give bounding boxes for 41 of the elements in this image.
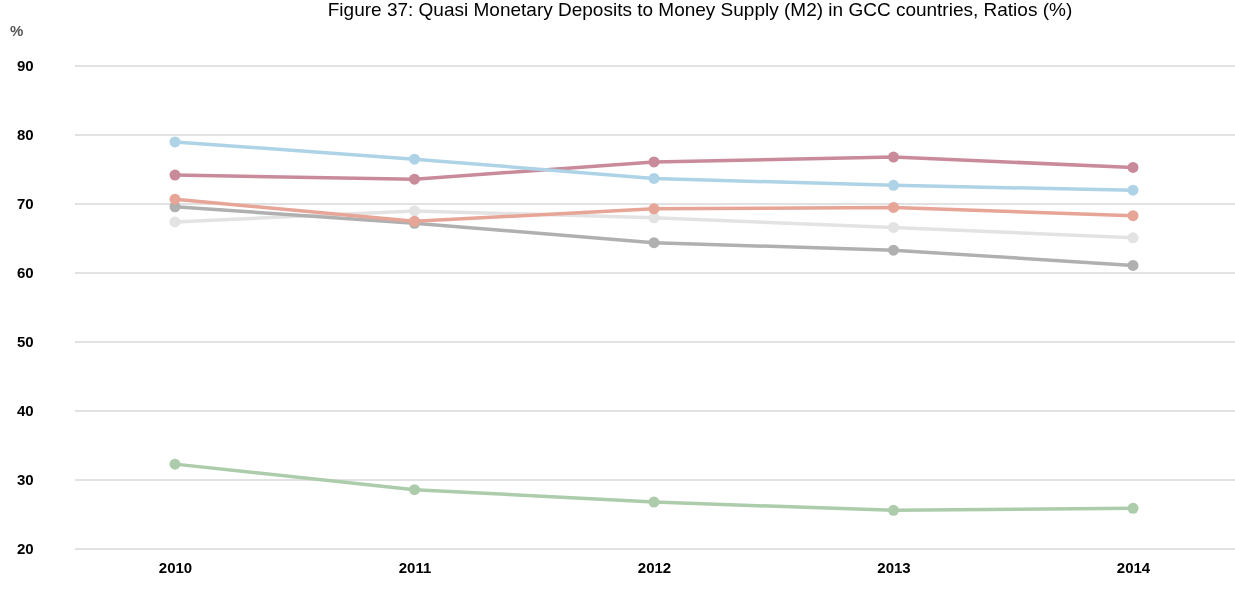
y-tick-label: 90 [17, 57, 34, 75]
y-tick-label: 60 [17, 264, 34, 282]
x-tick-label: 2011 [398, 558, 432, 576]
y-tick-label: 40 [17, 402, 34, 420]
point [648, 203, 660, 215]
point [409, 484, 420, 496]
point [169, 136, 181, 148]
x-tick-label: 2014 [1116, 558, 1151, 576]
x-tick-label: 2012 [637, 558, 672, 576]
point [169, 193, 181, 205]
y-tick-label: 70 [17, 195, 34, 213]
x-tick-label: 2013 [877, 558, 911, 576]
point [1127, 161, 1139, 173]
point [888, 179, 899, 191]
point [169, 458, 181, 470]
point [888, 201, 899, 213]
y-tick-label: 30 [17, 471, 34, 489]
point [1127, 210, 1139, 222]
point [648, 156, 660, 168]
point [169, 169, 181, 181]
point [169, 216, 181, 228]
point [648, 172, 660, 184]
y-tick-label: 50 [17, 333, 34, 351]
point [409, 153, 420, 165]
point [888, 244, 899, 256]
y-tick-label: 20 [17, 540, 34, 558]
point [409, 173, 420, 185]
chart-title: Figure 37: Quasi Monetary Deposits to Money Supply (M2) in GCC countries, Ratios (%) [327, 0, 1073, 20]
point [888, 504, 899, 516]
point [1127, 502, 1139, 514]
point [888, 151, 899, 163]
x-tick-label: 2010 [158, 558, 193, 576]
y-tick-label: 80 [17, 126, 34, 144]
point [1127, 232, 1139, 244]
y-axis-title: % [10, 22, 24, 39]
point [888, 221, 899, 233]
point [1127, 184, 1139, 196]
point [1127, 259, 1139, 271]
point [648, 496, 660, 508]
point [409, 205, 420, 217]
point [648, 237, 660, 249]
